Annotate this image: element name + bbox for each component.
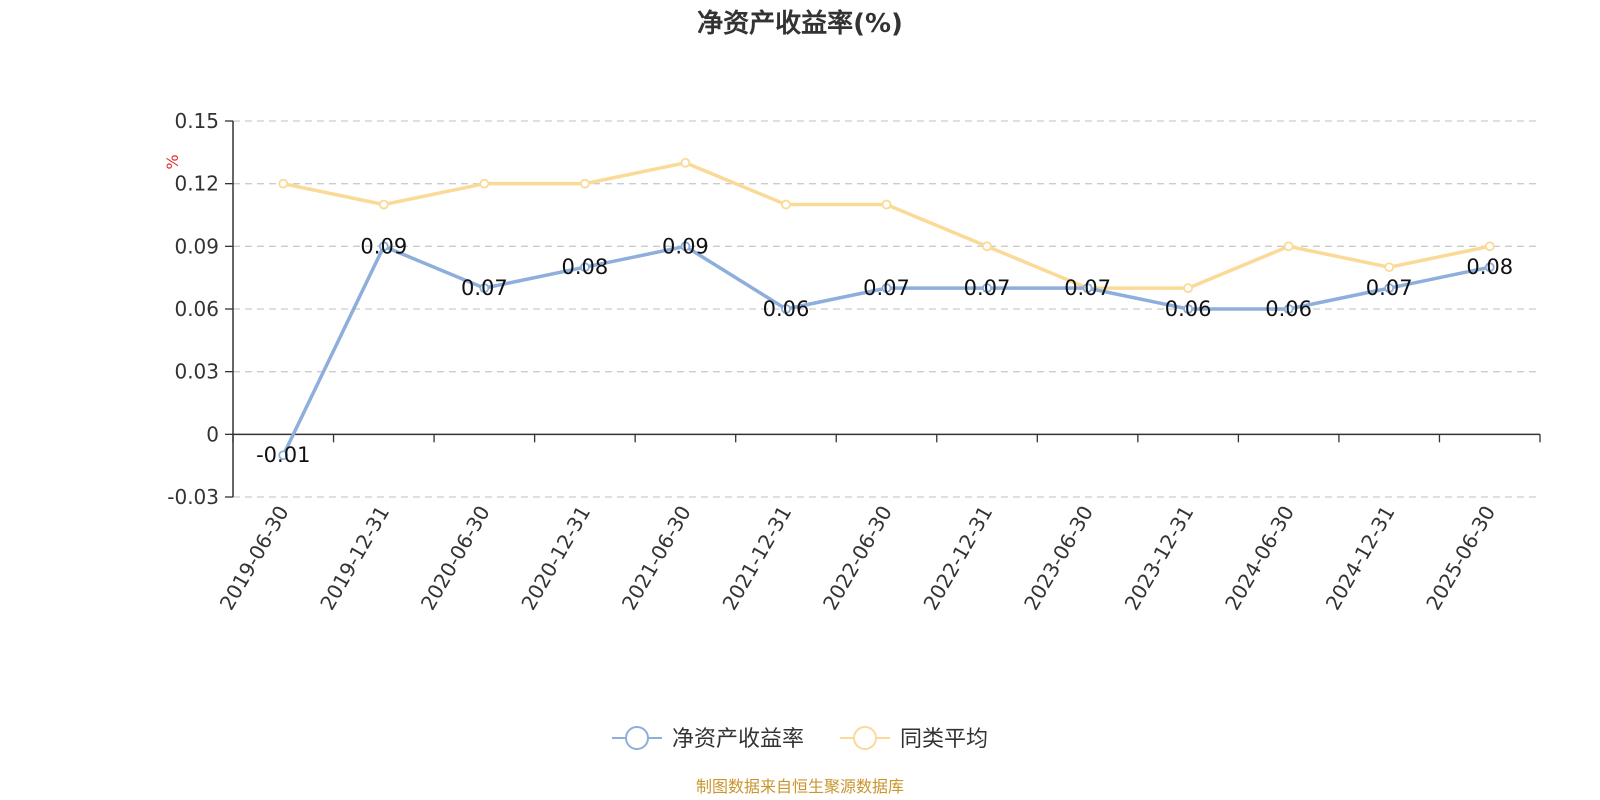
data-point[interactable] [1283,304,1294,314]
x-tick-label: 2021-06-30 [617,502,696,615]
legend-label: 净资产收益率 [672,727,804,752]
data-point[interactable] [278,450,289,461]
data-point[interactable] [781,304,791,314]
data-point[interactable] [781,199,791,210]
legend-item[interactable]: 净资产收益率 [612,726,804,752]
data-label: 0.07 [1366,276,1413,300]
data-point[interactable] [579,262,590,273]
data-point[interactable] [479,283,490,294]
data-point[interactable] [881,283,892,294]
data-point[interactable] [1183,304,1194,314]
data-label: 0.06 [763,297,810,321]
source-note: 制图数据来自恒生聚源数据库 [696,777,904,796]
x-tick-label: 2024-06-30 [1220,502,1299,615]
grid-lines [233,120,1540,498]
data-label: 0.06 [1165,297,1212,321]
x-tick-label: 2022-06-30 [818,502,897,615]
series-group: -0.01 0.09 0.07 0.08 0.09 0.06 0.07 0.07 0.07 0.0… [256,157,1513,467]
legend[interactable]: 净资产收益率 同类平均 [612,726,988,752]
data-point[interactable] [378,199,389,210]
series-roe [278,241,1495,461]
data-label: 0.08 [1466,255,1513,279]
data-point[interactable] [479,178,490,189]
legend-marker-icon [625,726,649,750]
data-label: 0.08 [562,255,609,279]
data-label: 0.07 [964,276,1011,300]
chart-title: 净资产收益率(%) [697,8,903,39]
x-tick-label: 2021-12-31 [717,502,796,615]
data-label: 0.07 [1064,276,1111,300]
x-tick-label: 2025-06-30 [1421,502,1500,615]
data-label: 0.09 [360,234,407,258]
data-point[interactable] [1484,262,1495,273]
legend-marker-icon [853,726,877,750]
x-tick-label: 2024-12-31 [1321,502,1400,615]
legend-item[interactable]: 同类平均 [840,726,988,752]
data-point[interactable] [680,241,691,252]
data-point[interactable] [1384,283,1395,294]
y-tick-label: -0.03 [167,485,219,509]
y-tick-label: 0.03 [174,360,219,384]
series-peer-average [278,157,1495,294]
data-point[interactable] [1384,262,1395,273]
data-label: 0.07 [863,276,910,300]
x-tick-label: 2022-12-31 [918,502,997,615]
data-label: -0.01 [256,443,310,467]
series-line [282,161,1491,290]
y-axis-ticks: 0.15 0.12 0.09 0.06 0.03 0 -0.03 [167,109,233,509]
data-point[interactable] [1183,283,1194,294]
x-tick-label: 2023-12-31 [1120,502,1199,615]
legend-label: 同类平均 [900,727,988,752]
data-point[interactable] [278,178,289,189]
data-point[interactable] [881,199,892,210]
y-tick-label: 0 [206,422,219,446]
x-tick-label: 2023-06-30 [1019,502,1098,615]
data-label: 0.09 [662,234,709,258]
y-tick-label: 0.12 [174,172,219,196]
data-point[interactable] [579,178,590,189]
data-label: 0.07 [461,276,508,300]
data-point[interactable] [1082,283,1093,294]
x-tick-label: 2019-12-31 [315,502,394,615]
x-tick-label: 2019-06-30 [215,502,294,615]
x-tick-label: 2020-12-31 [516,502,595,615]
y-tick-label: 0.15 [174,109,219,133]
data-label: 0.06 [1265,297,1312,321]
y-tick-label: 0.06 [174,297,219,321]
x-tick-label: 2020-06-30 [416,502,495,615]
data-point[interactable] [1283,241,1294,252]
y-axis-unit: % [163,154,182,169]
y-tick-label: 0.09 [174,234,219,258]
data-point[interactable] [982,241,992,252]
data-point[interactable] [1484,241,1495,252]
data-point[interactable] [680,157,691,168]
data-point[interactable] [982,283,992,294]
data-labels: -0.01 0.09 0.07 0.08 0.09 0.06 0.07 0.07 0.07 0.0… [256,234,1513,467]
data-point[interactable] [378,241,389,252]
x-axis-ticks: 2019-06-30 2019-12-31 2020-06-30 2020-12-31… [215,434,1541,615]
